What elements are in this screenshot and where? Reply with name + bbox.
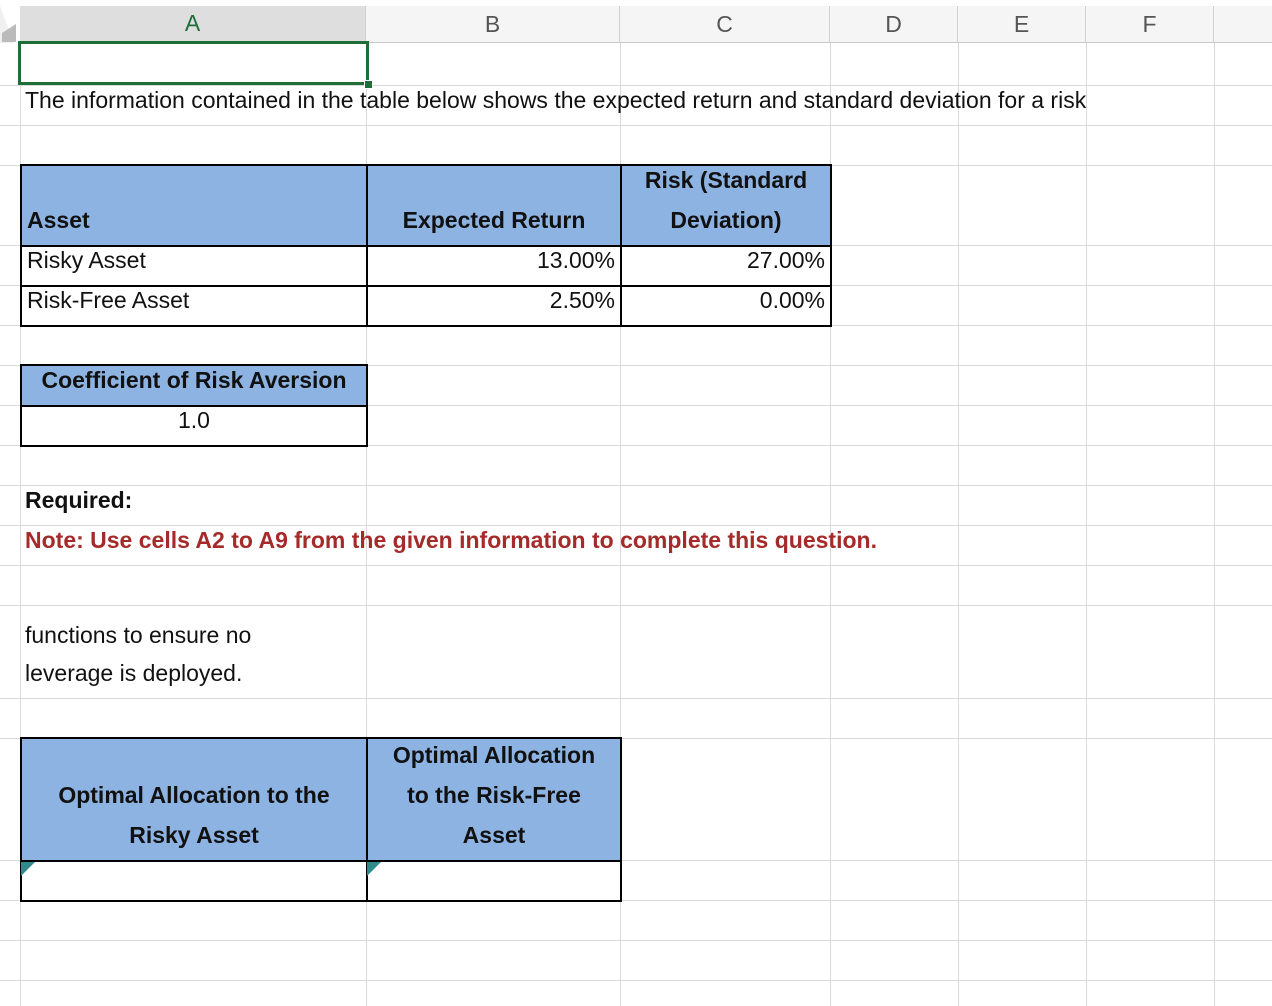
- table-header: Expected Return: [366, 164, 622, 247]
- answer-header: Optimal Allocation to the Risk-Free Asse…: [366, 737, 622, 862]
- table-cell[interactable]: Risk-Free Asset: [20, 285, 368, 327]
- table-cell[interactable]: 2.50%: [366, 285, 622, 327]
- required-label: Required:: [25, 487, 133, 513]
- answer-cell[interactable]: [20, 860, 368, 902]
- table-header: Asset: [20, 164, 368, 247]
- selected-cell[interactable]: [18, 41, 369, 85]
- risk-aversion-value[interactable]: 1.0: [20, 405, 368, 447]
- column-header[interactable]: A: [20, 6, 366, 43]
- error-indicator: [21, 862, 35, 876]
- column-header[interactable]: D: [830, 6, 958, 43]
- risk-aversion-label: Coefficient of Risk Aversion: [20, 364, 368, 407]
- table-cell[interactable]: 0.00%: [620, 285, 832, 327]
- column-header[interactable]: E: [958, 6, 1086, 43]
- instruction-line: leverage is deployed.: [25, 660, 243, 686]
- column-header[interactable]: F: [1086, 6, 1214, 43]
- answer-cell[interactable]: [366, 860, 622, 902]
- note: Note: Use cells A2 to A9 from the given …: [25, 527, 877, 553]
- table-header: Risk (Standard Deviation): [620, 164, 832, 247]
- fill-handle[interactable]: [364, 80, 373, 89]
- instruction-line: functions to ensure no: [25, 622, 252, 648]
- intro-text: The information contained in the table b…: [25, 87, 1087, 113]
- answer-header: Optimal Allocation to the Risky Asset: [20, 737, 368, 862]
- column-header[interactable]: C: [620, 6, 830, 43]
- column-header[interactable]: [1214, 6, 1272, 43]
- error-indicator: [367, 862, 381, 876]
- column-header[interactable]: B: [366, 6, 620, 43]
